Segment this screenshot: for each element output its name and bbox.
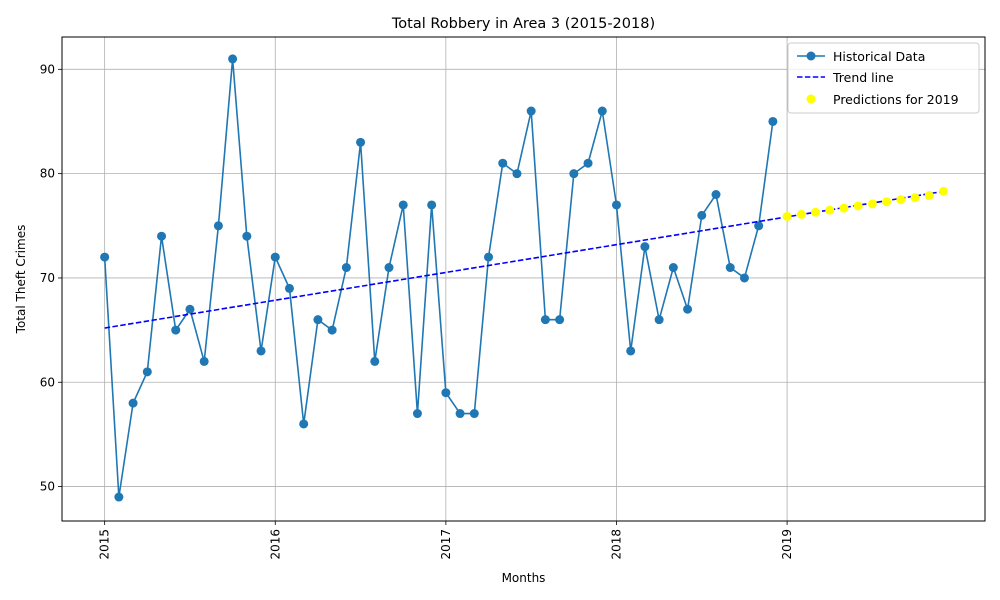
plot-series [100,54,948,502]
historical-data-point [242,231,252,241]
historical-data-point [412,409,422,419]
historical-data-point [228,54,238,64]
historical-data-point [484,252,494,262]
historical-data-point [725,263,735,273]
prediction-point [896,195,906,205]
legend-historical-label: Historical Data [833,49,925,64]
x-tick-label: 2019 [780,529,794,560]
historical-data-point [626,346,636,356]
historical-data-point [114,492,124,502]
prediction-point [782,211,792,221]
historical-data-point [512,169,522,179]
historical-data-point [597,106,607,116]
x-tick-label: 2015 [98,529,112,560]
axis-ticks: 2015 2016 2017 2018 2019 50 60 70 80 90 [40,62,794,559]
legend-historical-marker [806,51,816,61]
x-tick-label: 2016 [268,529,282,560]
historical-data-point [441,388,451,398]
historical-data-point [640,242,650,252]
historical-data-point [100,252,110,262]
y-tick-label: 70 [40,271,55,285]
historical-data-point [327,325,337,335]
historical-data-point [384,263,394,273]
prediction-point [839,203,849,213]
historical-data-point [455,409,465,419]
x-tick-label: 2018 [609,529,623,560]
prediction-point [924,191,934,201]
historical-data-point [555,315,565,325]
historical-data-point [711,190,721,200]
prediction-point [910,193,920,203]
historical-data-point [654,315,664,325]
x-tick-label: 2017 [439,529,453,560]
historical-data-point [341,263,351,273]
historical-data-point [611,200,621,210]
historical-data-point [427,200,437,210]
legend-prediction-label: Predictions for 2019 [833,92,959,107]
historical-data-point [256,346,266,356]
historical-data-point [668,263,678,273]
y-axis-title: Total Theft Crimes [14,225,28,335]
prediction-point [867,199,877,209]
historical-data-point [683,304,693,314]
historical-data-point [299,419,309,429]
historical-data-point [469,409,479,419]
historical-data-point [526,106,536,116]
historical-data-point [128,398,138,408]
historical-data-point [569,169,579,179]
x-axis-title: Months [502,571,546,585]
historical-data-point [697,210,707,220]
legend: Historical Data Trend line Predictions f… [787,42,980,114]
legend-prediction-marker [806,94,816,104]
prediction-point [796,209,806,219]
historical-data-point [754,221,764,231]
y-tick-label: 90 [40,62,55,76]
historical-data-point [171,325,181,335]
historical-data-point [313,315,323,325]
prediction-point [938,186,948,196]
historical-data-point [213,221,223,231]
historical-data-point [284,283,294,293]
historical-data-point [356,137,366,147]
historical-data-point [370,356,380,366]
chart-title: Total Robbery in Area 3 (2015-2018) [391,16,655,32]
legend-box [787,42,980,114]
prediction-point [853,201,863,211]
y-tick-label: 80 [40,167,55,181]
historical-data-point [398,200,408,210]
y-tick-label: 50 [40,480,55,494]
historical-data-line [103,58,774,498]
historical-data-point [199,356,209,366]
historical-data-point [768,116,778,126]
legend-trend-label: Trend line [832,70,894,85]
prediction-point [825,205,835,215]
prediction-point [882,197,892,207]
historical-data-point [540,315,550,325]
plot-frame [61,36,986,522]
y-tick-label: 60 [40,375,55,389]
historical-data-point [739,273,749,283]
prediction-point [811,207,821,217]
historical-data-point [583,158,593,168]
historical-data-point [498,158,508,168]
historical-data-point [270,252,280,262]
historical-data-point [157,231,167,241]
historical-data-point [185,304,195,314]
historical-data-point [142,367,152,377]
